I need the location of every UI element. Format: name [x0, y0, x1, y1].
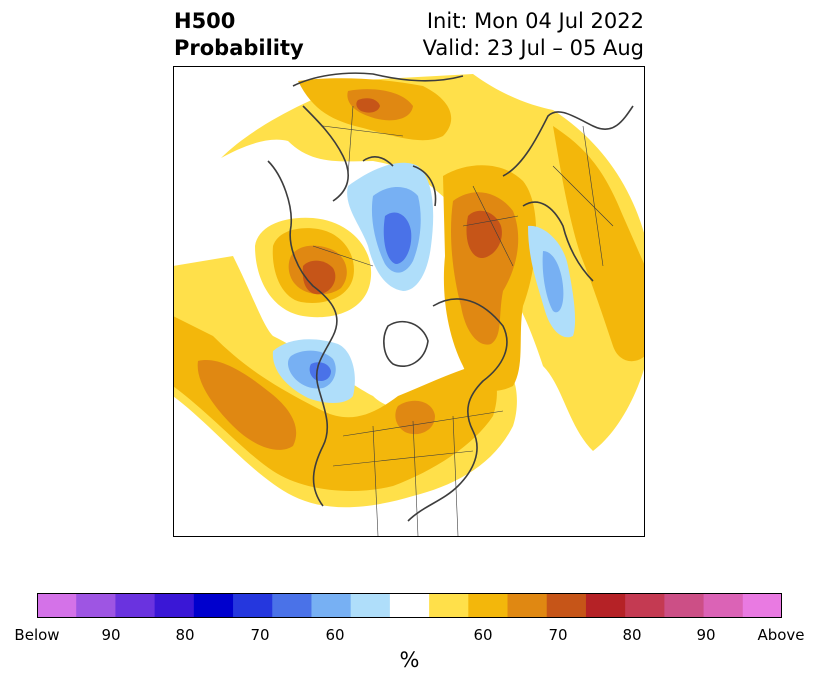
colorbar-swatch [350, 593, 391, 618]
colorbar-unit: % [399, 648, 420, 672]
colorbar-swatch [272, 593, 312, 618]
title-product: Probability [174, 36, 304, 60]
colorbar-swatch [233, 593, 273, 618]
anomaly-above-60-region [173, 316, 497, 491]
colorbar-swatch [585, 593, 626, 618]
colorbar-swatch [742, 593, 783, 618]
colorbar-frame [37, 593, 782, 618]
colorbar-tick-label: 90 [696, 626, 716, 644]
anomaly-above-80-region [302, 260, 336, 295]
anomaly-above-60-region [553, 126, 645, 362]
colorbar [37, 593, 783, 618]
colorbar-swatch [468, 593, 509, 618]
colorbar-swatch [76, 593, 116, 618]
title-variable: H500 [174, 9, 236, 33]
colorbar-tick-label: 80 [175, 626, 195, 644]
colorbar-swatch [664, 593, 705, 618]
colorbar-swatch [546, 593, 587, 618]
init-date: Init: Mon 04 Jul 2022 [426, 9, 644, 33]
colorbar-swatch [311, 593, 352, 618]
coastlines [267, 72, 634, 522]
colorbar-swatch [154, 593, 195, 618]
colorbar-swatch [507, 593, 548, 618]
anomaly-above-70-region [395, 400, 435, 435]
chart-title: H500 Probability [174, 8, 304, 62]
valid-range: Valid: 23 Jul – 05 Aug [422, 36, 644, 60]
colorbar-swatch [703, 593, 744, 618]
colorbar-tick-label: 70 [250, 626, 270, 644]
colorbar-tick-label: 60 [473, 626, 493, 644]
anomaly-above-50-region [221, 74, 645, 451]
colorbar-swatch [193, 593, 234, 618]
colorbar-tick-labels: Below 90 80 70 60 60 70 80 90 Above [0, 626, 819, 646]
anomaly-below-70-region [542, 251, 564, 313]
political-borders [312, 105, 614, 537]
colorbar-tick-label: Above [757, 626, 805, 644]
map-frame [173, 66, 645, 537]
colorbar-tick-label: 90 [101, 626, 121, 644]
colorbar-swatch [115, 593, 156, 618]
colorbar-swatch [37, 593, 77, 618]
anomaly-above-80-region [356, 98, 380, 113]
forecast-dates: Init: Mon 04 Jul 2022 Valid: 23 Jul – 05… [423, 8, 644, 62]
colorbar-swatch [429, 593, 469, 618]
anomaly-above-70-region [347, 89, 413, 121]
polar-map [173, 66, 645, 537]
colorbar-tick-label: Below [14, 626, 60, 644]
colorbar-swatch [389, 593, 430, 618]
colorbar-tick-label: 70 [548, 626, 568, 644]
colorbar-swatch [625, 593, 665, 618]
anomaly-below-80-region [309, 362, 331, 381]
colorbar-swatches [37, 593, 783, 618]
anomaly-below-80-region [383, 212, 412, 264]
anomaly-above-80-region [466, 210, 502, 259]
anomaly-above-70-region [197, 360, 297, 450]
colorbar-tick-label: 80 [622, 626, 642, 644]
colorbar-tick-label: 60 [325, 626, 345, 644]
